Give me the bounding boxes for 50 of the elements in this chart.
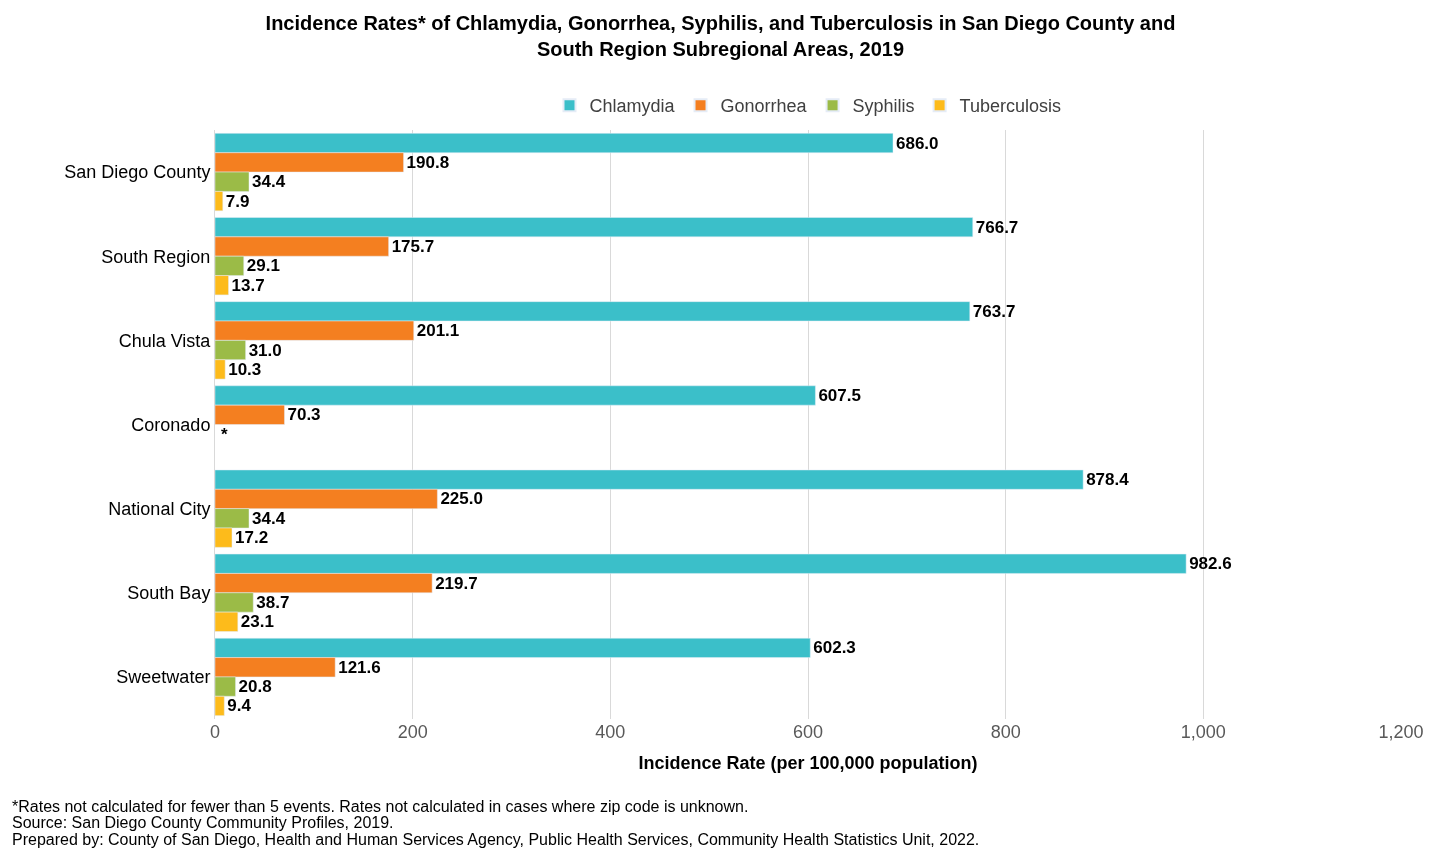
data-label: 982.6 [1189, 554, 1232, 574]
data-label: 29.1 [246, 256, 280, 276]
data-label: 70.3 [287, 405, 321, 425]
x-tick-label: 800 [990, 722, 1021, 742]
x-tick-label: 600 [792, 722, 824, 742]
source-note: Source: San Diego County Community Profiles, 2019. [12, 814, 394, 831]
data-label: 34.4 [252, 172, 286, 192]
data-label: 766.7 [975, 217, 1019, 237]
data-label: 121.6 [338, 657, 381, 677]
x-tick-label: 1,000 [1180, 722, 1226, 742]
data-label: 763.7 [972, 301, 1016, 321]
legend-label: Gonorrhea [720, 96, 808, 117]
legend-label: Chlamydia [589, 96, 676, 117]
data-label: 38.7 [256, 592, 290, 612]
data-label: 13.7 [231, 275, 265, 295]
data-label: 20.8 [238, 677, 272, 697]
x-tick-label: 400 [595, 722, 626, 742]
data-label: 190.8 [406, 152, 450, 172]
x-tick-label: 200 [397, 722, 428, 742]
x-tick-label: 0 [209, 722, 221, 742]
text: * [221, 425, 228, 444]
data-label: 31.0 [248, 340, 282, 360]
x-axis-title: Incidence Rate (per 100,000 population) [638, 753, 978, 774]
data-label: 219.7 [435, 573, 478, 593]
text: Prepared by: County of San Diego, Health and Human Services Agency, Public Health Services, Community Health Statistics Unit, 2022. [12, 831, 980, 848]
y-tick-label: South Bay [127, 583, 211, 604]
data-label: 175.7 [391, 237, 435, 257]
data-label: 602.3 [813, 638, 856, 658]
data-label: 9.4 [227, 696, 252, 716]
data-label: 34.4 [252, 508, 286, 528]
text: *Rates not calculated for fewer than 5 events. Rates not calculated in cases where zip code is unknown. [12, 798, 749, 815]
data-label: 23.1 [240, 612, 274, 632]
y-tick-label: Chula Vista [118, 330, 212, 351]
data-label: 7.9 [225, 191, 250, 211]
y-tick-label: South Region [101, 246, 211, 267]
y-tick-label: San Diego County [64, 162, 211, 183]
y-tick-label: Coronado [131, 414, 211, 435]
data-label: 201.1 [416, 321, 460, 341]
data-label: 607.5 [818, 385, 861, 405]
legend-label: Syphilis [852, 96, 915, 117]
data-label: 17.2 [235, 528, 269, 548]
data-label: 225.0 [440, 489, 483, 509]
legend-label: Tuberculosis [959, 96, 1061, 117]
y-tick-label: Sweetwater [116, 667, 211, 688]
data-label: 686.0 [896, 133, 939, 153]
x-tick-label: 1,200 [1378, 722, 1424, 742]
y-tick-label: National City [108, 498, 211, 519]
data-label: 878.4 [1086, 470, 1130, 490]
chart-title: Incidence Rates* of Chlamydia, Gonorrhea, Syphilis, and Tuberculosis in San Diego County and South Region Subregional Areas, 2019 [265, 12, 1176, 61]
data-label: 10.3 [228, 359, 262, 379]
